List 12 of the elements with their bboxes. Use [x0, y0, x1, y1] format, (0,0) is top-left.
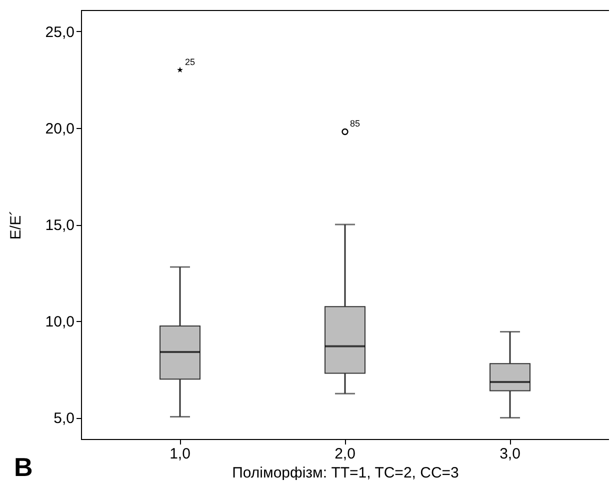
annotation: 85: [350, 118, 360, 129]
y-tick-label: 10,0: [45, 314, 74, 331]
y-tick-label: 20,0: [45, 120, 74, 138]
annotation: 25: [185, 56, 196, 67]
x-tick-label: 1,0: [170, 446, 190, 462]
y-tick-label: 15,0: [45, 217, 74, 234]
y-axis-title: E/E´: [7, 210, 24, 240]
y-tick-label: 5,0: [54, 410, 74, 428]
x-tick-label: 3,0: [500, 446, 520, 462]
text: B: [14, 452, 33, 483]
y-tick-label: 25,0: [45, 24, 74, 41]
x-tick-label: 2,0: [334, 446, 356, 462]
